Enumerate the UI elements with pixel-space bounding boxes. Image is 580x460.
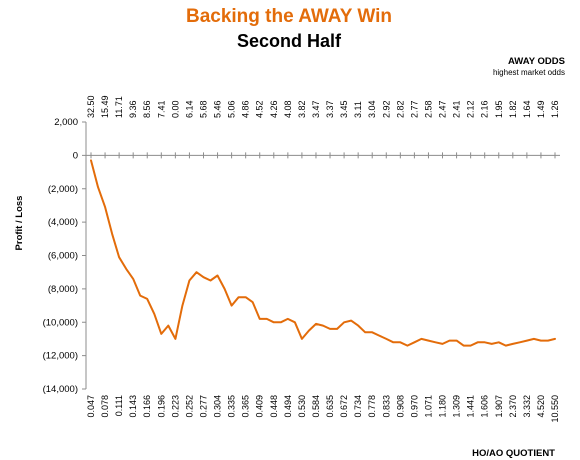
x-tick-label: 2.370 — [508, 395, 518, 418]
x-axis: 0.047 0.078 0.111 0.143 0.166 0.196 0.223 0.252… — [86, 152, 560, 423]
y-tick-label: (10,000) — [43, 317, 78, 328]
y-axis: 2,000 0 (2,000) (4,000) (6,000) (8,000) (10,00… — [43, 117, 86, 395]
x-tick-label: 0.494 — [283, 395, 293, 418]
x-tick-label: 0.223 — [170, 395, 180, 418]
top-axis-subtitle: highest market odds — [493, 68, 565, 77]
x-tick-label: 0.196 — [156, 395, 166, 418]
top-tick-label: 8.56 — [142, 100, 152, 118]
y-axis-title: Profit / Loss — [14, 196, 25, 251]
top-tick-label: 1.95 — [494, 100, 504, 118]
x-tick-label: 1.441 — [466, 395, 476, 418]
y-tick-label: (14,000) — [43, 384, 78, 395]
top-tick-label: 2.58 — [423, 100, 433, 118]
x-tick-label: 1.907 — [494, 395, 504, 418]
x-axis-title: HO/AO QUOTIENT — [472, 448, 555, 459]
top-tick-label: 2.41 — [452, 100, 462, 118]
y-tick-label: (12,000) — [43, 351, 78, 362]
series-line — [90, 159, 556, 347]
top-tick-label: 7.41 — [156, 100, 166, 118]
x-tick-label: 3.332 — [522, 395, 532, 418]
x-tick-label: 0.584 — [311, 395, 321, 418]
top-tick-label: 5.68 — [198, 100, 208, 118]
x-tick-label: 0.448 — [269, 395, 279, 418]
top-tick-label: 0.00 — [170, 100, 180, 118]
top-tick-label: 2.47 — [438, 100, 448, 118]
top-tick-label: 3.47 — [311, 100, 321, 118]
top-tick-label: 1.82 — [508, 100, 518, 118]
x-tick-label: 0.143 — [128, 395, 138, 418]
top-tick-label: 1.49 — [536, 100, 546, 118]
chart-title: Backing the AWAY Win — [186, 6, 392, 27]
top-tick-label: 3.45 — [339, 100, 349, 118]
y-tick-label: (2,000) — [48, 184, 78, 195]
top-tick-label: 15.49 — [100, 95, 110, 118]
chart-subtitle: Second Half — [237, 31, 342, 51]
x-tick-label: 1.606 — [480, 395, 490, 418]
y-tick-label: (4,000) — [48, 217, 78, 228]
x-tick-label: 1.309 — [452, 395, 462, 418]
top-tick-label: 2.12 — [466, 100, 476, 118]
x-tick-label: 0.078 — [100, 395, 110, 418]
top-tick-label: 4.52 — [255, 100, 265, 118]
top-tick-label: 32.50 — [86, 95, 96, 118]
x-tick-label: 0.111 — [114, 395, 124, 416]
top-tick-label: 11.71 — [114, 96, 124, 118]
x-tick-label: 0.166 — [142, 395, 152, 418]
x-tick-label: 0.970 — [409, 395, 419, 418]
top-tick-label: 1.64 — [522, 100, 532, 118]
x-tick-label: 1.071 — [423, 395, 433, 418]
x-tick-label: 0.833 — [381, 395, 391, 418]
axes — [85, 122, 560, 389]
x-tick-label: 0.908 — [395, 395, 405, 418]
x-tick-label: 4.520 — [536, 395, 546, 418]
top-axis: 32.50 15.49 11.71 9.36 8.56 7.41 0.00 6.14 5.68 5… — [86, 95, 560, 118]
x-tick-label: 0.409 — [255, 395, 265, 418]
top-tick-label: 1.26 — [550, 100, 560, 118]
x-tick-label: 0.304 — [213, 395, 223, 418]
top-tick-label: 4.86 — [241, 100, 251, 118]
y-tick-label: (8,000) — [48, 284, 78, 295]
top-tick-label: 3.11 — [353, 101, 363, 118]
top-tick-label: 9.36 — [128, 100, 138, 118]
x-tick-label: 0.335 — [227, 395, 237, 418]
top-tick-label: 5.06 — [227, 100, 237, 118]
top-tick-label: 3.04 — [367, 100, 377, 118]
top-tick-label: 3.82 — [297, 100, 307, 118]
x-tick-label: 10.550 — [550, 395, 560, 423]
x-tick-label: 0.672 — [339, 395, 349, 418]
series-layer — [90, 159, 556, 347]
x-tick-label: 0.277 — [198, 395, 208, 418]
x-tick-label: 0.635 — [325, 395, 335, 418]
x-tick-label: 0.047 — [86, 395, 96, 418]
y-tick-label: 2,000 — [54, 117, 78, 128]
x-tick-label: 1.180 — [438, 395, 448, 418]
top-tick-label: 2.92 — [381, 100, 391, 118]
y-tick-label: 0 — [73, 150, 78, 161]
top-tick-label: 2.82 — [395, 100, 405, 118]
x-tick-label: 0.365 — [241, 395, 251, 418]
top-tick-label: 2.16 — [480, 100, 490, 118]
top-tick-label: 6.14 — [184, 100, 194, 118]
top-tick-label: 3.37 — [325, 100, 335, 118]
x-tick-label: 0.252 — [184, 395, 194, 418]
top-tick-label: 2.77 — [409, 100, 419, 118]
top-axis-title: AWAY ODDS — [508, 56, 565, 67]
x-tick-label: 0.778 — [367, 395, 377, 418]
top-tick-label: 5.46 — [213, 100, 223, 118]
top-tick-label: 4.08 — [283, 100, 293, 118]
x-tick-label: 0.734 — [353, 395, 363, 418]
y-tick-label: (6,000) — [48, 251, 78, 262]
top-tick-label: 4.26 — [269, 100, 279, 118]
x-tick-label: 0.530 — [297, 395, 307, 418]
